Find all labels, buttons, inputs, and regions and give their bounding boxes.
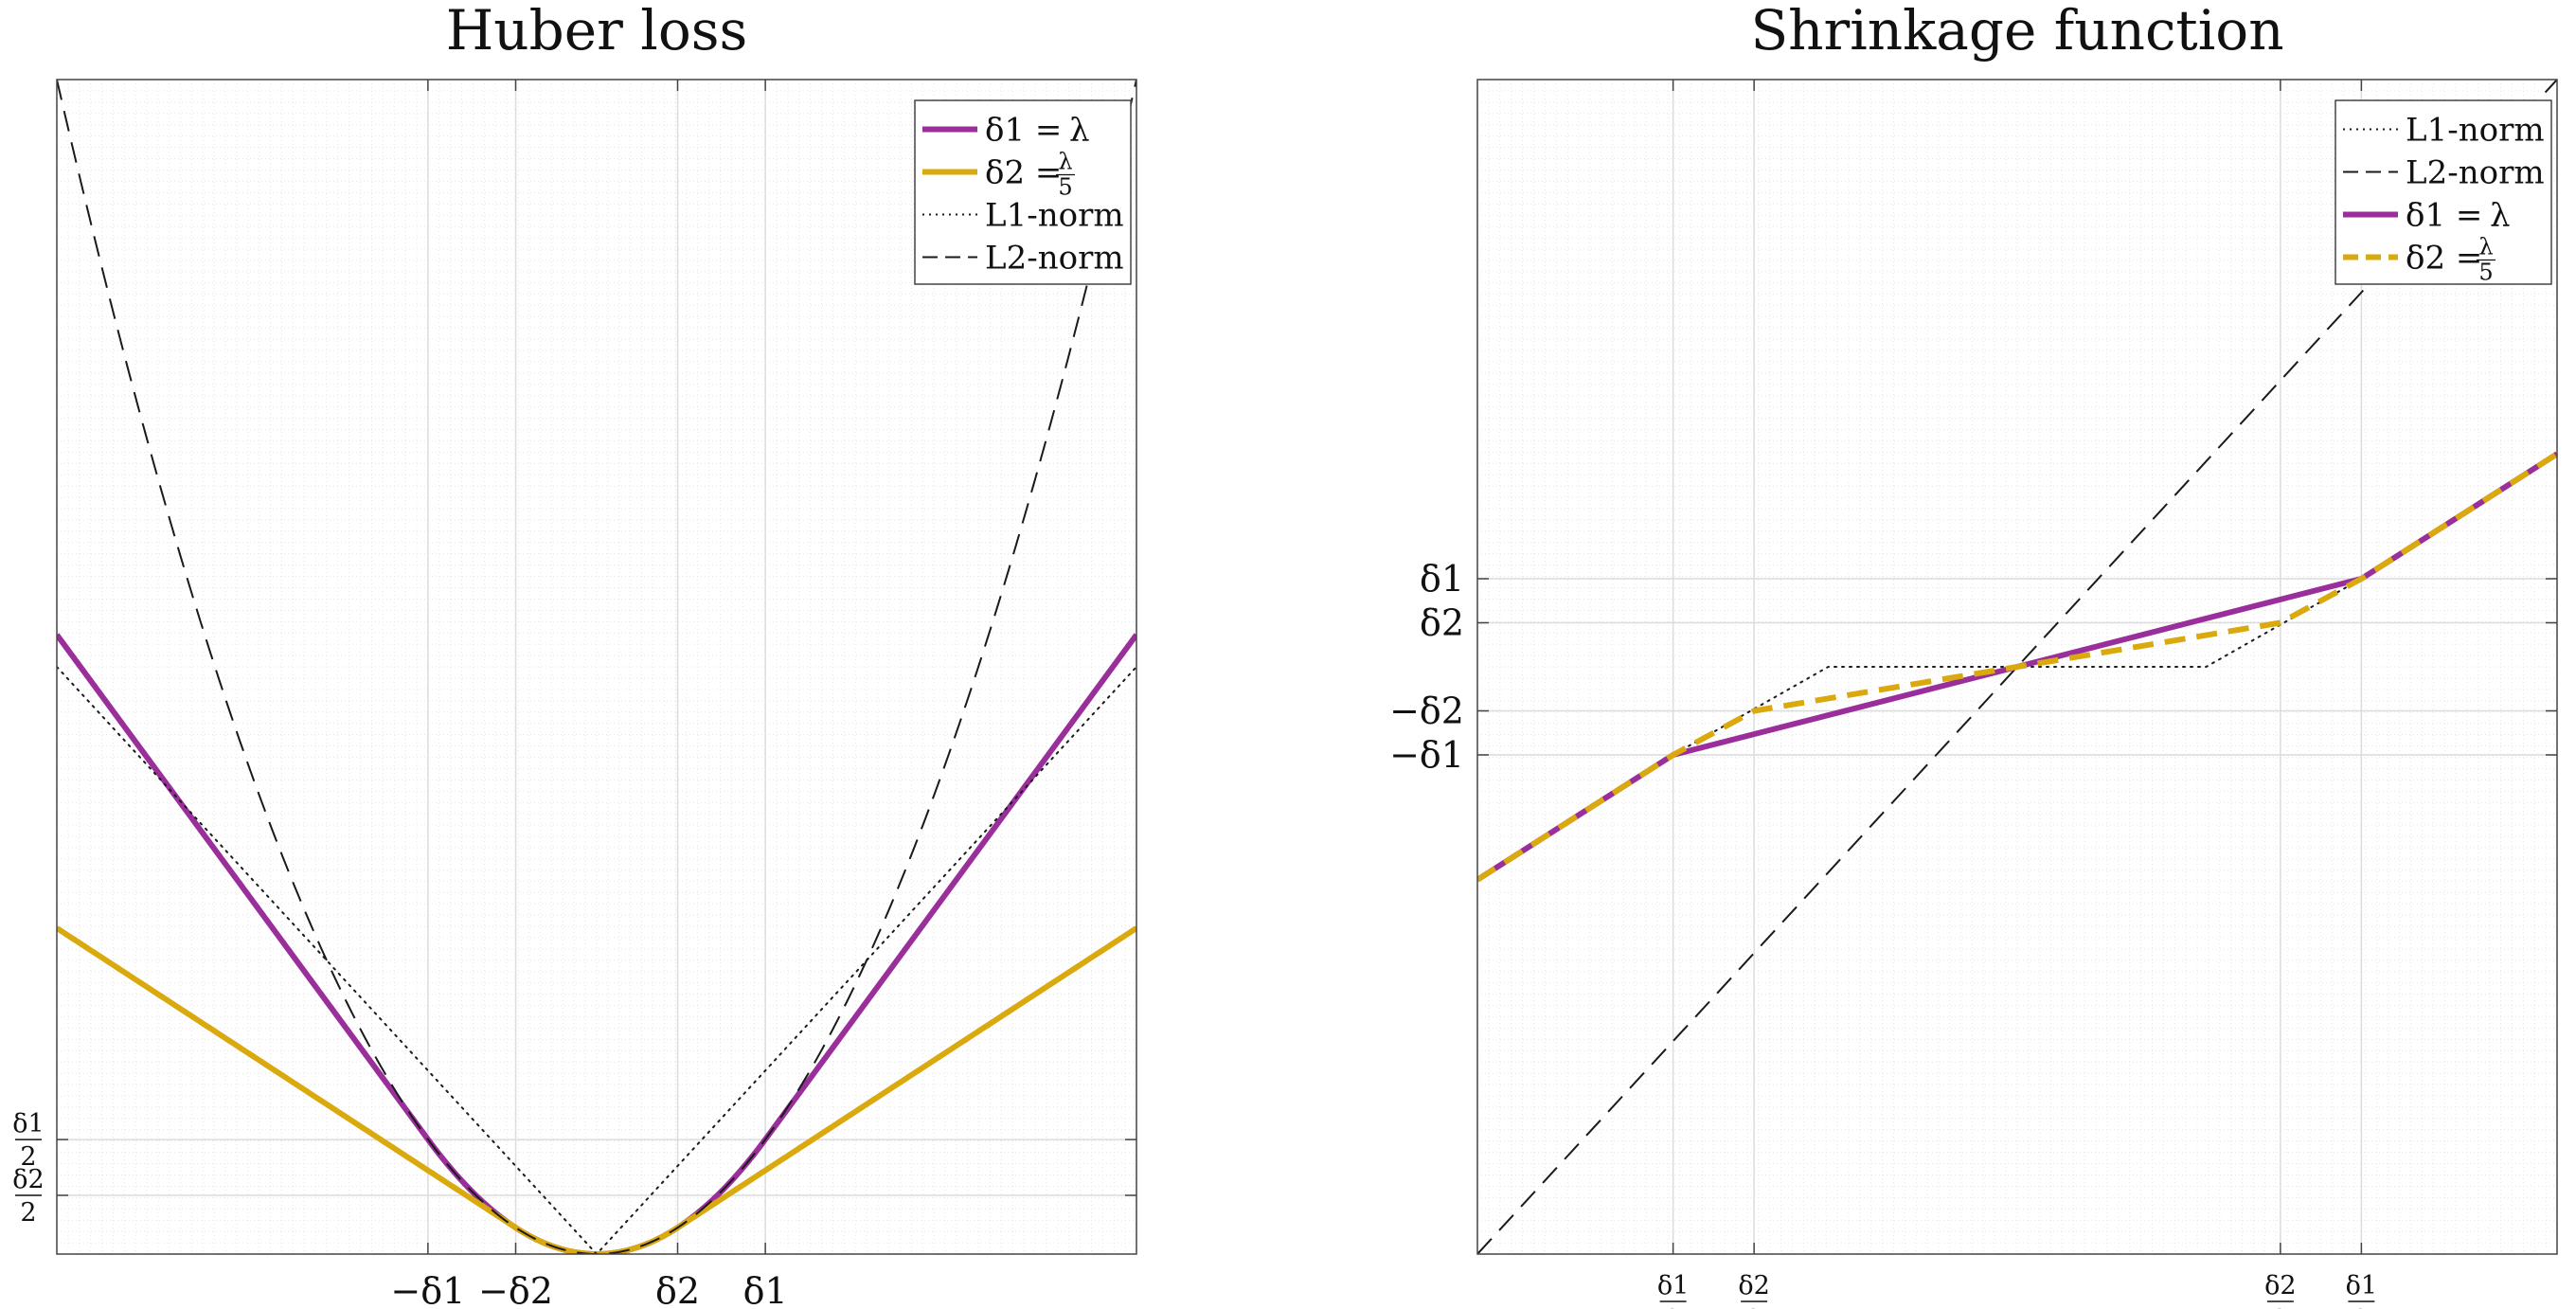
chart-2: Shrinkage functionδ12δ22δ22δ12δ1δ2−δ2−δ1… [1389, 0, 2558, 1309]
legend-label: L2-norm [2406, 154, 2545, 192]
x-tick-label-num: δ1 [2346, 1271, 2377, 1300]
legend-label: δ1 = [2406, 197, 2482, 235]
legend-frac-num: λ [2478, 234, 2493, 260]
series-line--2-5 [1477, 451, 2557, 883]
y-tick-label-den: 2 [20, 1142, 36, 1172]
x-tick-label: −δ2 [478, 1270, 553, 1309]
series-line-l2-norm [57, 80, 1136, 1254]
legend-label: L1-norm [2406, 112, 2545, 150]
chart-title: Shrinkage function [1750, 0, 2283, 63]
x-tick-label-den: 2 [2353, 1305, 2370, 1309]
series-line-l1-norm [57, 666, 1136, 1254]
legend-frac-den: 5 [1058, 174, 1072, 201]
x-tick-label-num: δ2 [2264, 1271, 2296, 1300]
chart-title: Huber loss [446, 0, 748, 63]
y-tick-label: −δ2 [1389, 690, 1464, 732]
y-tick-label: δ1 [1420, 558, 1464, 600]
y-tick-label-den: 2 [20, 1198, 36, 1228]
legend-label: δ1 = [985, 112, 1062, 150]
x-tick-label-num: δ2 [1738, 1271, 1769, 1300]
y-tick-label-num: δ1 [12, 1109, 44, 1139]
series-layer [57, 80, 1136, 1254]
axes-frame [1476, 79, 2558, 1255]
legend-box [2334, 99, 2552, 285]
y-tick-label: −δ1 [1389, 734, 1464, 776]
legend-label-tail: λ [1069, 112, 1090, 150]
grid [57, 80, 1136, 1254]
x-tick-label-num: δ1 [1657, 1271, 1689, 1300]
legend-label-tail: λ [2490, 197, 2511, 235]
x-tick-label: δ2 [655, 1270, 700, 1309]
legend-frac-num: λ [1058, 149, 1072, 175]
x-tick-label-den: 2 [1665, 1305, 1681, 1309]
legend-label: δ2 = [985, 154, 1062, 192]
x-tick-label: −δ1 [390, 1270, 465, 1309]
axes-frame [56, 79, 1137, 1255]
legend-frac-den: 5 [2478, 260, 2493, 286]
x-tick-label-den: 2 [2272, 1305, 2288, 1309]
legend-label: L2-norm [985, 240, 1124, 278]
series-line--2-5 [57, 925, 1136, 1254]
x-tick-label-den: 2 [1746, 1305, 1762, 1309]
x-tick-label: δ1 [743, 1270, 788, 1309]
legend-label: δ2 = [2406, 240, 2482, 278]
legend-label: L1-norm [985, 197, 1124, 235]
y-tick-label-num: δ2 [12, 1165, 44, 1194]
series-line--1- [57, 633, 1136, 1254]
y-tick-label: δ2 [1420, 602, 1464, 644]
